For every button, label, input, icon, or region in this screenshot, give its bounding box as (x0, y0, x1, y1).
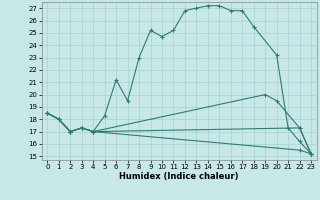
X-axis label: Humidex (Indice chaleur): Humidex (Indice chaleur) (119, 172, 239, 181)
